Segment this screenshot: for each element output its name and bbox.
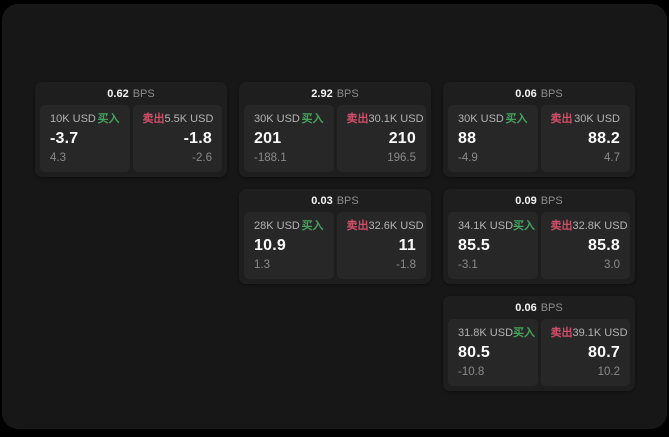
sell-side-label: 卖出	[346, 220, 369, 232]
bps-unit: BPS	[540, 87, 563, 100]
buy-side-label: 买入	[301, 113, 324, 125]
sell-panel[interactable]: 卖出 30K USD 88.2 4.7	[540, 105, 630, 172]
bps-unit: BPS	[336, 194, 359, 207]
buy-panel[interactable]: 34.1K USD 买入 85.5 -3.1	[448, 212, 538, 279]
sell-side-label: 卖出	[346, 113, 369, 125]
panels: 34.1K USD 买入 85.5 -3.1 卖出 32.8K USD 85.8…	[443, 212, 635, 284]
buy-delta: -10.8	[458, 366, 485, 378]
buy-panel[interactable]: 30K USD 买入 88 -4.9	[448, 105, 538, 172]
bps-value: 0.09	[515, 194, 537, 207]
panels: 30K USD 买入 88 -4.9 卖出 30K USD 88.2 4.7	[443, 105, 635, 177]
sell-price: 210	[388, 130, 416, 147]
bps-unit: BPS	[132, 87, 155, 100]
card-header: 0.62 BPS	[35, 82, 227, 105]
quote-card: 0.06 BPS 31.8K USD 买入 80.5 -10.8 卖出 39.1…	[443, 296, 635, 391]
quote-card: 0.06 BPS 30K USD 买入 88 -4.9 卖出 30K USD	[443, 82, 635, 177]
sell-delta: 10.2	[597, 366, 620, 378]
buy-panel[interactable]: 30K USD 买入 201 -188.1	[244, 105, 334, 172]
quote-cards-grid: 0.62 BPS 10K USD 买入 -3.7 4.3 卖出 5.5K USD	[35, 82, 635, 391]
buy-price: 10.9	[254, 237, 286, 254]
card-header: 0.09 BPS	[443, 189, 635, 212]
card-header: 2.92 BPS	[239, 82, 431, 105]
buy-notional: 30K USD	[458, 113, 504, 125]
sell-side-label: 卖出	[142, 113, 165, 125]
buy-notional: 28K USD	[254, 220, 300, 232]
buy-side-label: 买入	[513, 220, 536, 232]
sell-delta: 3.0	[604, 259, 620, 271]
bps-value: 0.03	[311, 194, 333, 207]
sell-delta: -2.6	[192, 152, 212, 164]
bps-value: 0.06	[515, 87, 537, 100]
sell-notional: 32.6K USD	[368, 220, 424, 232]
sell-delta: 196.5	[387, 152, 416, 164]
card-header: 0.03 BPS	[239, 189, 431, 212]
sell-side-label: 卖出	[550, 220, 573, 232]
sell-notional: 30K USD	[574, 113, 620, 125]
buy-price: 88	[458, 130, 477, 147]
bps-unit: BPS	[336, 87, 359, 100]
sell-side-label: 卖出	[550, 113, 573, 125]
app-panel: 0.62 BPS 10K USD 买入 -3.7 4.3 卖出 5.5K USD	[2, 4, 667, 429]
buy-price: -3.7	[50, 130, 79, 147]
buy-price: 85.5	[458, 237, 490, 254]
buy-side-label: 买入	[301, 220, 324, 232]
buy-panel[interactable]: 31.8K USD 买入 80.5 -10.8	[448, 319, 538, 386]
sell-panel[interactable]: 卖出 39.1K USD 80.7 10.2	[540, 319, 630, 386]
bps-unit: BPS	[540, 194, 563, 207]
sell-panel[interactable]: 卖出 32.8K USD 85.8 3.0	[540, 212, 630, 279]
buy-price: 201	[254, 130, 282, 147]
bps-value: 0.06	[515, 301, 537, 314]
sell-panel[interactable]: 卖出 5.5K USD -1.8 -2.6	[132, 105, 222, 172]
buy-notional: 10K USD	[50, 113, 96, 125]
panels: 28K USD 买入 10.9 1.3 卖出 32.6K USD 11 -1.8	[239, 212, 431, 284]
sell-notional: 5.5K USD	[164, 113, 214, 125]
panels: 10K USD 买入 -3.7 4.3 卖出 5.5K USD -1.8 -2.…	[35, 105, 227, 177]
sell-delta: 4.7	[604, 152, 620, 164]
buy-delta: -4.9	[458, 152, 478, 164]
sell-notional: 39.1K USD	[572, 327, 628, 339]
buy-notional: 34.1K USD	[458, 220, 514, 232]
buy-side-label: 买入	[505, 113, 528, 125]
panels: 30K USD 买入 201 -188.1 卖出 30.1K USD 210 1…	[239, 105, 431, 177]
buy-notional: 31.8K USD	[458, 327, 514, 339]
buy-panel[interactable]: 10K USD 买入 -3.7 4.3	[40, 105, 130, 172]
panels: 31.8K USD 买入 80.5 -10.8 卖出 39.1K USD 80.…	[443, 319, 635, 391]
bps-value: 0.62	[107, 87, 129, 100]
buy-price: 80.5	[458, 344, 490, 361]
card-header: 0.06 BPS	[443, 82, 635, 105]
sell-side-label: 卖出	[550, 327, 573, 339]
buy-side-label: 买入	[513, 327, 536, 339]
sell-price: 11	[398, 237, 416, 254]
quote-card: 2.92 BPS 30K USD 买入 201 -188.1 卖出 30.1K …	[239, 82, 431, 177]
sell-price: -1.8	[183, 130, 212, 147]
card-header: 0.06 BPS	[443, 296, 635, 319]
buy-delta: 4.3	[50, 152, 66, 164]
sell-price: 85.8	[588, 237, 620, 254]
quote-card: 0.09 BPS 34.1K USD 买入 85.5 -3.1 卖出 32.8K…	[443, 189, 635, 284]
buy-delta: -188.1	[254, 152, 287, 164]
sell-notional: 30.1K USD	[368, 113, 424, 125]
sell-panel[interactable]: 卖出 30.1K USD 210 196.5	[336, 105, 426, 172]
quote-card: 0.62 BPS 10K USD 买入 -3.7 4.3 卖出 5.5K USD	[35, 82, 227, 177]
sell-notional: 32.8K USD	[572, 220, 628, 232]
buy-delta: 1.3	[254, 259, 270, 271]
quote-card: 0.03 BPS 28K USD 买入 10.9 1.3 卖出 32.6K US…	[239, 189, 431, 284]
bps-unit: BPS	[540, 301, 563, 314]
sell-price: 88.2	[588, 130, 620, 147]
sell-delta: -1.8	[396, 259, 416, 271]
buy-notional: 30K USD	[254, 113, 300, 125]
sell-price: 80.7	[588, 344, 620, 361]
sell-panel[interactable]: 卖出 32.6K USD 11 -1.8	[336, 212, 426, 279]
buy-delta: -3.1	[458, 259, 478, 271]
bps-value: 2.92	[311, 87, 333, 100]
buy-side-label: 买入	[97, 113, 120, 125]
buy-panel[interactable]: 28K USD 买入 10.9 1.3	[244, 212, 334, 279]
